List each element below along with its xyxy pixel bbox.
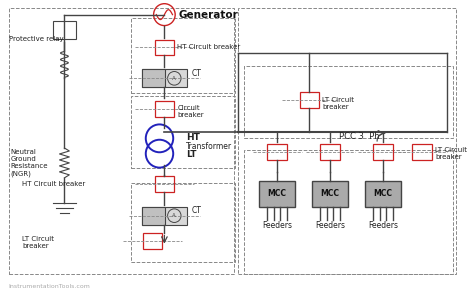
Bar: [142, 207, 165, 225]
Bar: [9, 8, 234, 274]
Text: Feeders: Feeders: [315, 221, 345, 230]
Bar: [365, 181, 401, 207]
Bar: [142, 69, 165, 87]
Text: LT Circuit
breaker: LT Circuit breaker: [22, 236, 54, 249]
Bar: [300, 92, 319, 108]
Text: MCC: MCC: [320, 189, 339, 198]
Bar: [312, 181, 348, 207]
Bar: [155, 101, 174, 117]
Bar: [320, 144, 340, 160]
Bar: [244, 67, 453, 138]
Bar: [143, 233, 163, 248]
Text: A: A: [173, 76, 176, 81]
Bar: [373, 144, 393, 160]
Text: MCC: MCC: [268, 189, 287, 198]
Bar: [412, 144, 432, 160]
Text: LT Circuit
breaker: LT Circuit breaker: [322, 97, 354, 110]
Bar: [142, 207, 187, 225]
Bar: [131, 183, 235, 263]
Bar: [53, 21, 76, 38]
Bar: [238, 8, 456, 274]
Text: LT: LT: [186, 151, 196, 159]
Text: MCC: MCC: [374, 189, 392, 198]
Text: Generator: Generator: [178, 10, 238, 20]
Bar: [155, 176, 174, 192]
Text: Transformer: Transformer: [186, 142, 232, 151]
Text: Feeders: Feeders: [368, 221, 398, 230]
Bar: [267, 144, 287, 160]
Text: Protective relay: Protective relay: [9, 35, 63, 42]
Text: HT Circuit breaker: HT Circuit breaker: [22, 181, 85, 187]
Text: LT Circuit
breaker: LT Circuit breaker: [435, 147, 467, 161]
Text: Circuit
breaker: Circuit breaker: [177, 105, 204, 118]
Text: Feeders: Feeders: [262, 221, 292, 230]
Text: CT: CT: [192, 69, 202, 78]
Bar: [131, 96, 235, 168]
Text: A: A: [173, 213, 176, 218]
Bar: [244, 150, 453, 274]
Bar: [131, 18, 235, 93]
Bar: [259, 181, 295, 207]
Bar: [142, 69, 187, 87]
Text: Neutral
Ground
Resistance
(NGR): Neutral Ground Resistance (NGR): [10, 149, 48, 177]
Text: InstrumentationTools.com: InstrumentationTools.com: [9, 284, 91, 289]
Text: CT: CT: [192, 206, 202, 215]
Text: HT: HT: [186, 132, 200, 142]
Text: PCC 3  Ph: PCC 3 Ph: [339, 132, 380, 141]
Text: HT Circuit breaker: HT Circuit breaker: [177, 45, 240, 50]
Bar: [155, 40, 174, 55]
